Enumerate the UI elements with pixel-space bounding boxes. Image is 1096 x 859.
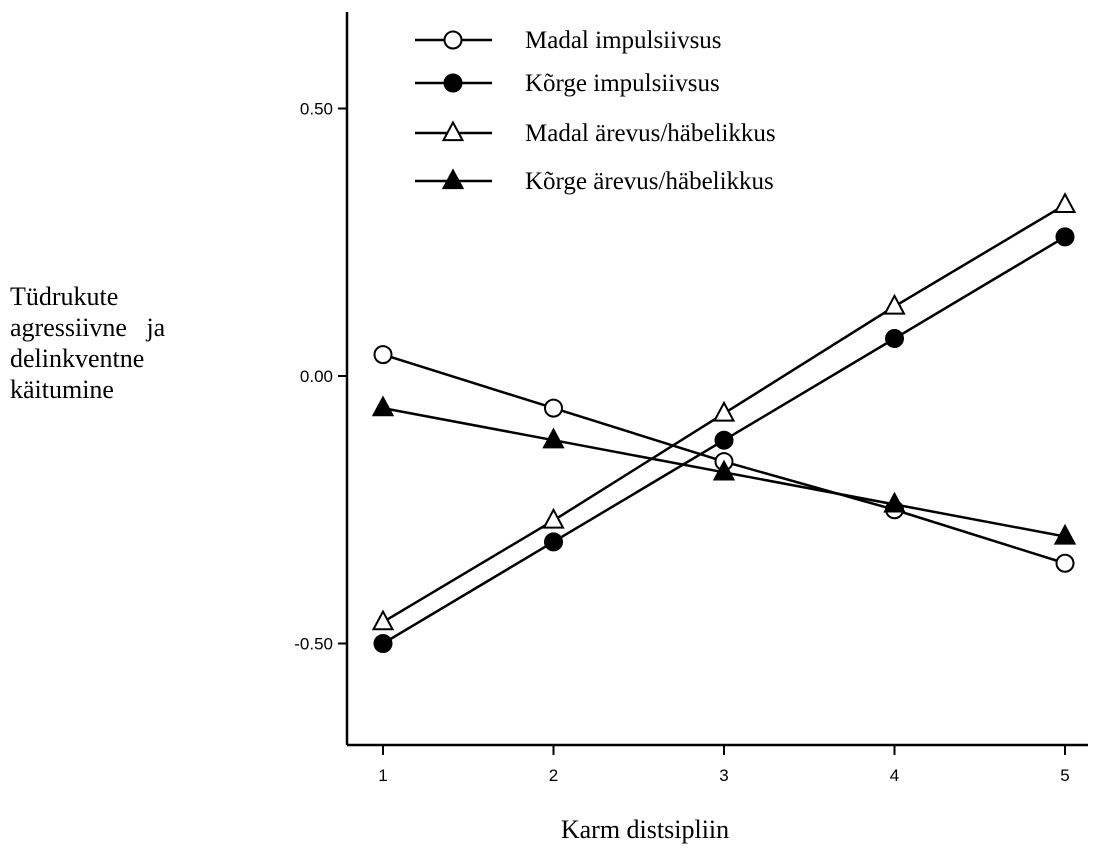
data-point: [883, 491, 906, 513]
y-axis-title-line: agressiivne ja: [10, 313, 166, 342]
legend-label: Madal ärevus/häbelikkus: [525, 120, 776, 147]
series-1: [373, 345, 1075, 573]
x-tick-label: 4: [890, 766, 899, 785]
x-tick-label: 3: [719, 766, 728, 785]
y-tick-label: 0.00: [300, 367, 333, 386]
series-2: [373, 227, 1075, 653]
data-point: [371, 395, 395, 417]
y-tick-label: 0.50: [300, 100, 333, 119]
y-axis-title: Tüdrukute agressiivne ja delinkventne käitu…: [10, 282, 166, 404]
legend-label: Madal impulsiivsus: [525, 27, 722, 54]
legend-item: Kõrge ärevus/häbelikkus: [415, 168, 774, 195]
x-tick-label: 1: [378, 766, 387, 785]
data-point: [542, 507, 565, 529]
series-4: [371, 395, 1077, 545]
x-ticks: 1 2 3 4 5: [378, 745, 1070, 785]
data-point: [544, 398, 563, 418]
data-point: [885, 329, 904, 349]
data-point: [1053, 523, 1077, 545]
y-ticks: 0.50 0.00 -0.50: [294, 100, 347, 654]
legend: Madal impulsiivsus Kõrge impulsiivsus Mada…: [415, 27, 776, 195]
data-point: [1053, 192, 1077, 213]
y-axis-title-line: delinkventne: [10, 344, 144, 373]
legend-marker: [441, 120, 465, 142]
x-tick-label: 2: [549, 766, 558, 785]
x-axis-title: Karm distsipliin: [561, 815, 729, 844]
y-axis-title-line: Tüdrukute: [10, 282, 118, 311]
data-point: [1055, 553, 1075, 573]
x-tick-label: 5: [1060, 766, 1069, 785]
data-point: [373, 345, 393, 365]
legend-marker: [443, 30, 463, 50]
data-point: [373, 634, 393, 653]
series-3: [371, 192, 1077, 631]
data-point: [1055, 227, 1075, 247]
legend-item: Madal ärevus/häbelikkus: [415, 120, 776, 147]
y-axis-title-line: käitumine: [10, 375, 114, 404]
data-point: [542, 427, 565, 449]
series-group: [371, 192, 1077, 653]
data-point: [544, 532, 563, 552]
legend-marker: [443, 73, 463, 93]
axes: [345, 12, 1088, 747]
legend-marker: [441, 168, 465, 190]
legend-item: Kõrge impulsiivsus: [415, 70, 720, 97]
data-point: [883, 293, 906, 315]
data-point: [712, 400, 736, 422]
data-point: [371, 609, 395, 631]
legend-label: Kõrge ärevus/häbelikkus: [525, 168, 774, 195]
data-point: [714, 430, 734, 450]
legend-label: Kõrge impulsiivsus: [525, 70, 720, 97]
legend-item: Madal impulsiivsus: [415, 27, 722, 54]
y-tick-label: -0.50: [294, 635, 333, 654]
data-point: [712, 459, 736, 481]
